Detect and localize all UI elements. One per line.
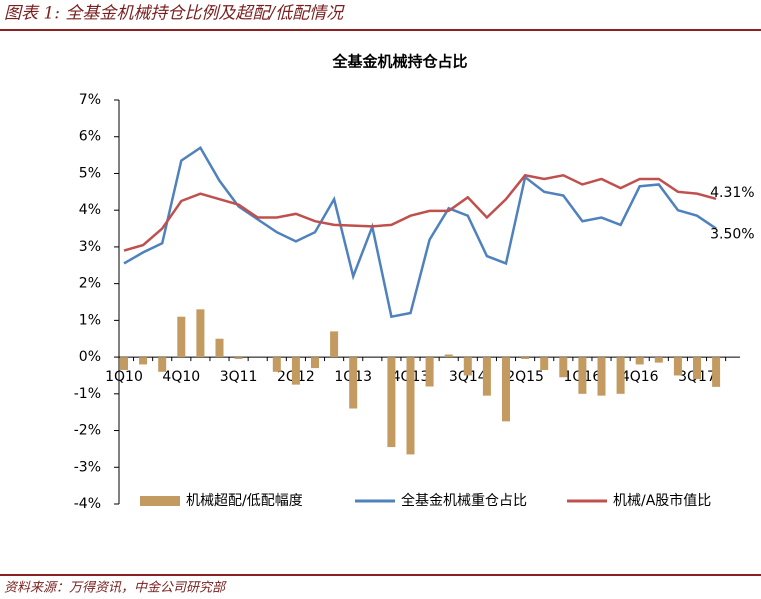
x-tick-label: 4Q10 bbox=[162, 369, 200, 385]
bar bbox=[521, 357, 530, 359]
bar bbox=[540, 357, 549, 370]
legend-label: 机械超配/低配幅度 bbox=[186, 493, 303, 509]
bar bbox=[177, 316, 186, 358]
y-tick-label: 2% bbox=[79, 276, 101, 292]
bar bbox=[196, 309, 205, 358]
bar bbox=[139, 357, 148, 365]
value-label: 3.50% bbox=[710, 227, 754, 243]
bar bbox=[406, 357, 415, 455]
bar bbox=[387, 357, 396, 448]
bar bbox=[597, 357, 606, 396]
bar bbox=[616, 357, 625, 394]
bar bbox=[635, 357, 644, 365]
x-tick-label: 3Q11 bbox=[220, 369, 258, 385]
bar bbox=[482, 357, 491, 396]
bar bbox=[349, 357, 358, 409]
header-title: 图表 1: 全基金机械持仓比例及超配/低配情况 bbox=[4, 4, 345, 24]
y-tick-label: 5% bbox=[79, 165, 101, 181]
x-tick-label: 2Q15 bbox=[506, 369, 544, 385]
y-tick-label: -1% bbox=[74, 386, 101, 402]
y-tick-label: 3% bbox=[79, 239, 101, 255]
x-tick-label: 1Q10 bbox=[105, 369, 143, 385]
bar bbox=[215, 338, 224, 358]
y-tick-label: 4% bbox=[79, 202, 101, 218]
legend-label: 全基金机械重仓占比 bbox=[401, 492, 527, 509]
line bbox=[123, 145, 717, 319]
y-tick-label: 6% bbox=[79, 129, 101, 145]
x-tick-label: 4Q16 bbox=[621, 369, 659, 385]
y-tick-label: 1% bbox=[79, 312, 101, 328]
bar bbox=[272, 357, 281, 372]
bar bbox=[693, 357, 701, 380]
y-tick-label: 0% bbox=[79, 349, 101, 365]
footer-source: 资料来源：万得资讯，中金公司研究部 bbox=[4, 580, 227, 596]
bar bbox=[120, 357, 128, 370]
y-tick-label: 7% bbox=[79, 92, 101, 108]
bar bbox=[425, 357, 434, 387]
bar bbox=[673, 357, 682, 376]
bar bbox=[578, 357, 587, 394]
bar bbox=[291, 357, 300, 385]
bar bbox=[559, 357, 568, 378]
chart-title: 全基金机械持仓占比 bbox=[331, 53, 467, 71]
line bbox=[123, 173, 717, 252]
legend-swatch bbox=[140, 496, 180, 506]
bar bbox=[712, 357, 721, 387]
x-tick-label: 3Q14 bbox=[449, 369, 487, 385]
bar bbox=[444, 354, 453, 358]
bar bbox=[330, 331, 339, 358]
legend-label: 机械/A股市值比 bbox=[613, 492, 711, 509]
bar bbox=[463, 357, 472, 376]
y-tick-label: -2% bbox=[74, 423, 101, 439]
y-tick-label: -4% bbox=[74, 496, 101, 512]
bar bbox=[158, 357, 167, 372]
y-tick-label: -3% bbox=[74, 459, 101, 475]
bar bbox=[654, 357, 663, 363]
bar bbox=[234, 357, 243, 359]
bar bbox=[502, 357, 510, 422]
bar bbox=[311, 357, 319, 369]
value-label: 4.31% bbox=[710, 185, 754, 201]
